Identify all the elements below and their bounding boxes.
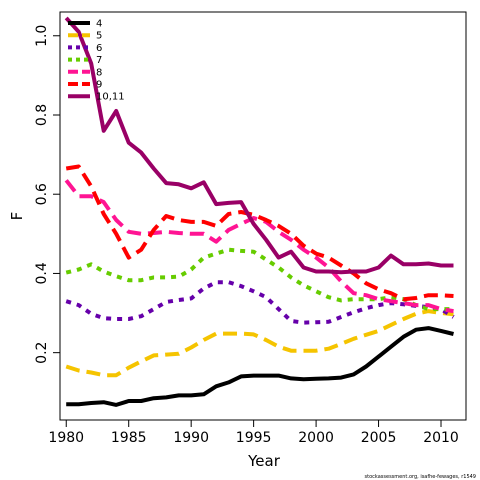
y-axis: 0.2 0.4 0.6 0.8 1.0 — [34, 25, 60, 364]
x-tick-label: 2000 — [298, 430, 334, 446]
series-line-8 — [64, 179, 454, 314]
x-tick-label: 1980 — [48, 430, 84, 446]
series-line-6 — [65, 280, 455, 325]
credit-text: stockassessment.org, isafhe-fewages, r15… — [365, 474, 476, 480]
y-tick-label: 0.6 — [34, 183, 50, 205]
legend-label: 7 — [96, 55, 102, 66]
series-line-7 — [65, 247, 454, 312]
legend-label: 10,11 — [96, 92, 125, 103]
legend-label: 8 — [96, 67, 102, 78]
x-tick-label: 2010 — [423, 430, 459, 446]
series-layer — [64, 16, 455, 407]
x-tick-label: 1990 — [173, 430, 209, 446]
series-line-10-11 — [64, 16, 454, 275]
series-line-4 — [66, 326, 454, 407]
x-tick-label: 1995 — [236, 430, 272, 446]
legend-label: 4 — [96, 19, 102, 30]
x-axis: 1980 1985 1990 1995 2000 2005 2010 — [48, 420, 459, 446]
legend-label: 6 — [96, 43, 102, 54]
y-tick-label: 0.4 — [34, 262, 50, 284]
y-tick-label: 0.8 — [34, 104, 50, 126]
x-tick-label: 1985 — [111, 430, 147, 446]
x-tick-label: 2005 — [361, 430, 397, 446]
y-tick-label: 1.0 — [34, 25, 50, 47]
y-tick-label: 0.2 — [34, 342, 50, 364]
series-line-9 — [65, 164, 454, 302]
legend-label: 5 — [96, 31, 102, 42]
legend-label: 9 — [96, 80, 102, 91]
y-axis-label: F — [8, 212, 26, 221]
x-axis-label: Year — [247, 452, 281, 470]
plot-frame — [59, 11, 467, 421]
series-line-5 — [65, 309, 454, 378]
